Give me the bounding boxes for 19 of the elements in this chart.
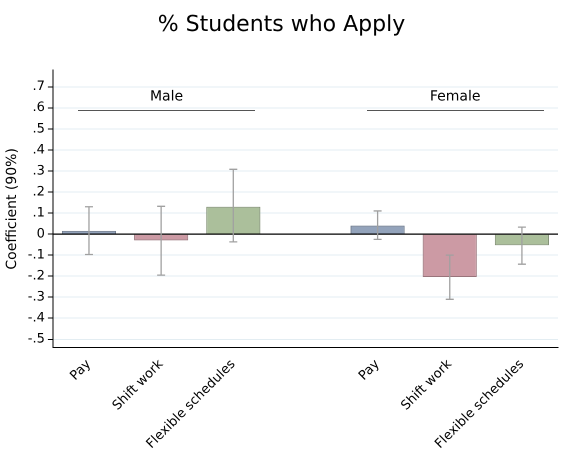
y-tick-label: .7 <box>32 79 45 94</box>
annotation: Male <box>150 88 184 105</box>
y-tick-label: 0 <box>36 226 45 242</box>
x-tick-label: Pay <box>356 356 384 384</box>
y-tick-label: -.3 <box>28 290 45 305</box>
y-tick-label: -.5 <box>28 332 45 347</box>
y-axis-title: Coefficient (90%) <box>4 148 20 270</box>
annotation: Female <box>430 88 480 105</box>
y-tick-label: .3 <box>32 163 45 178</box>
y-tick-label: .4 <box>32 142 45 158</box>
y-tick-label: .5 <box>32 121 45 136</box>
x-tick-label: Pay <box>67 356 94 384</box>
y-tick-label: -.1 <box>28 248 45 262</box>
y-tick-label: .2 <box>32 184 45 200</box>
y-tick-label: -.2 <box>28 268 45 284</box>
y-tick-label: -.4 <box>28 310 45 326</box>
y-tick-label: .6 <box>32 100 45 116</box>
chart-title: % Students who Apply <box>156 12 406 37</box>
y-tick-label: .1 <box>32 205 45 220</box>
